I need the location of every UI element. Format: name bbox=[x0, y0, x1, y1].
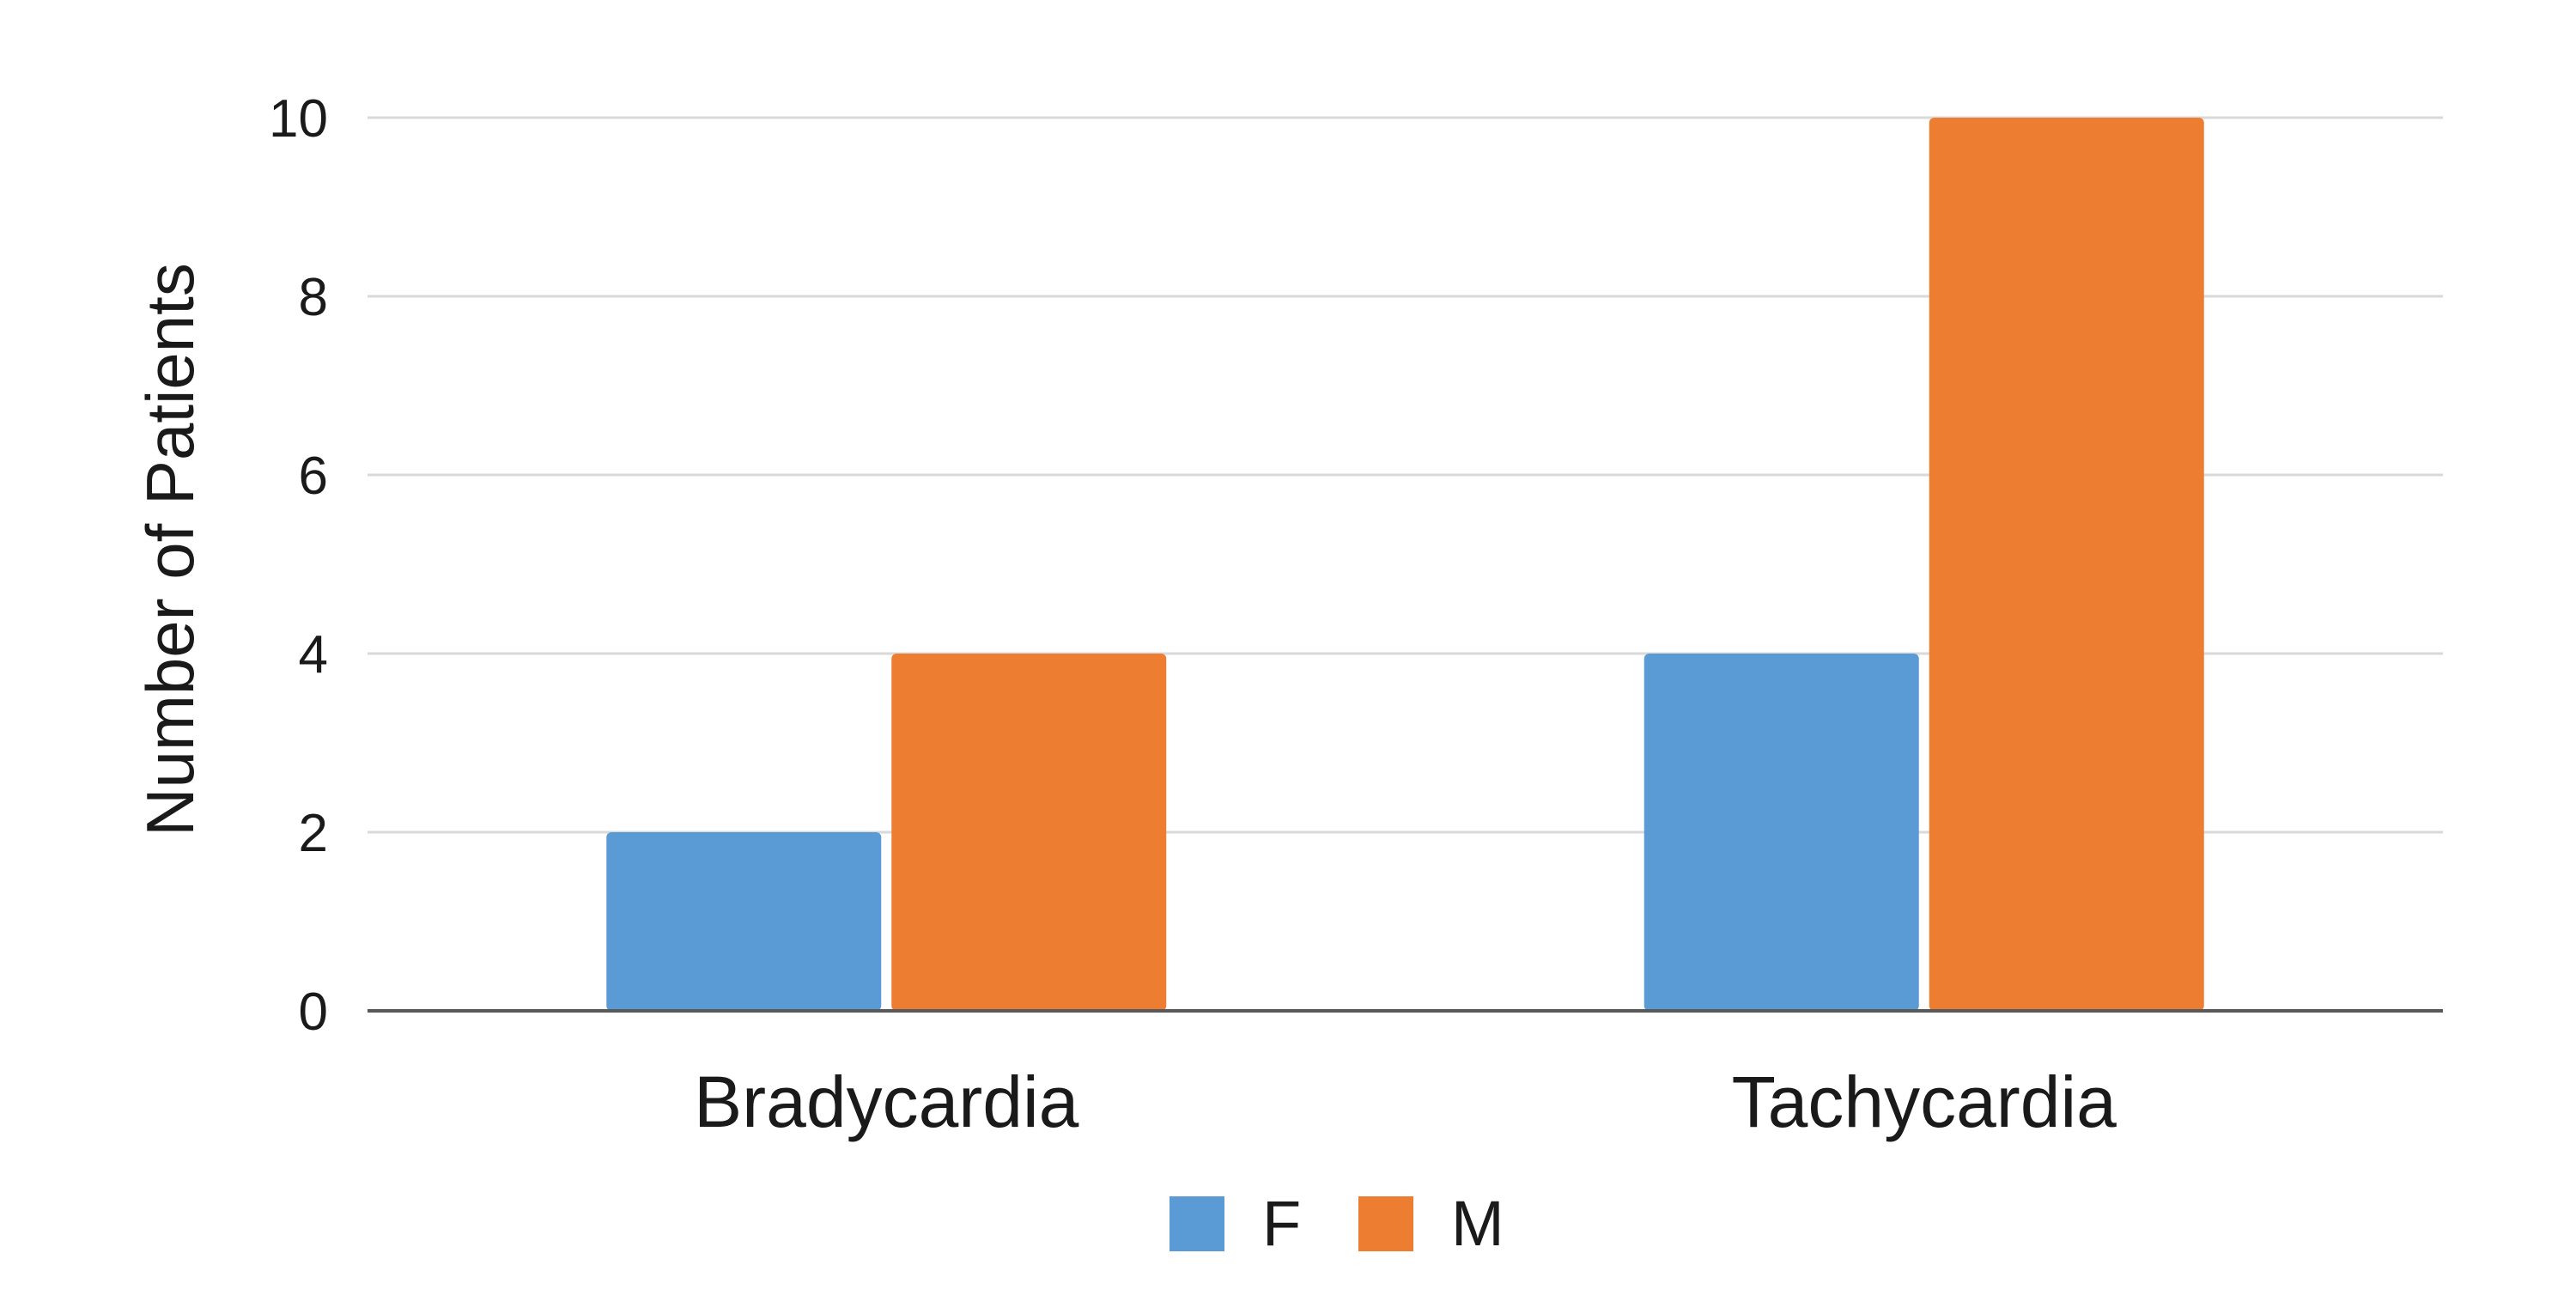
legend-item-f: F bbox=[1170, 1188, 1301, 1259]
bar-m-tachycardia bbox=[1929, 118, 2204, 1011]
y-tick-label: 2 bbox=[299, 804, 328, 863]
x-category-label: Tachycardia bbox=[1732, 1062, 2117, 1142]
y-tick-label: 10 bbox=[269, 89, 328, 149]
x-category-labels: Bradycardia Tachycardia bbox=[694, 1062, 2117, 1142]
bar-f-tachycardia bbox=[1643, 654, 1919, 1011]
bar-m-bradycardia bbox=[891, 654, 1167, 1011]
legend-swatch bbox=[1358, 1196, 1413, 1251]
y-tick-label: 0 bbox=[299, 982, 328, 1042]
bars bbox=[606, 118, 2204, 1011]
legend-item-m: M bbox=[1358, 1188, 1504, 1259]
y-tick-label: 4 bbox=[299, 625, 328, 684]
y-tick-label: 8 bbox=[299, 268, 328, 327]
legend-label: F bbox=[1262, 1188, 1301, 1259]
legend-label: M bbox=[1451, 1188, 1504, 1259]
y-tick-label: 6 bbox=[299, 447, 328, 506]
bar-f-bradycardia bbox=[606, 832, 882, 1011]
x-category-label: Bradycardia bbox=[694, 1062, 1079, 1142]
y-tick-labels: 0 2 4 6 8 10 bbox=[269, 89, 328, 1042]
y-axis-title: Number of Patients bbox=[132, 263, 208, 836]
legend-swatch bbox=[1170, 1196, 1224, 1251]
